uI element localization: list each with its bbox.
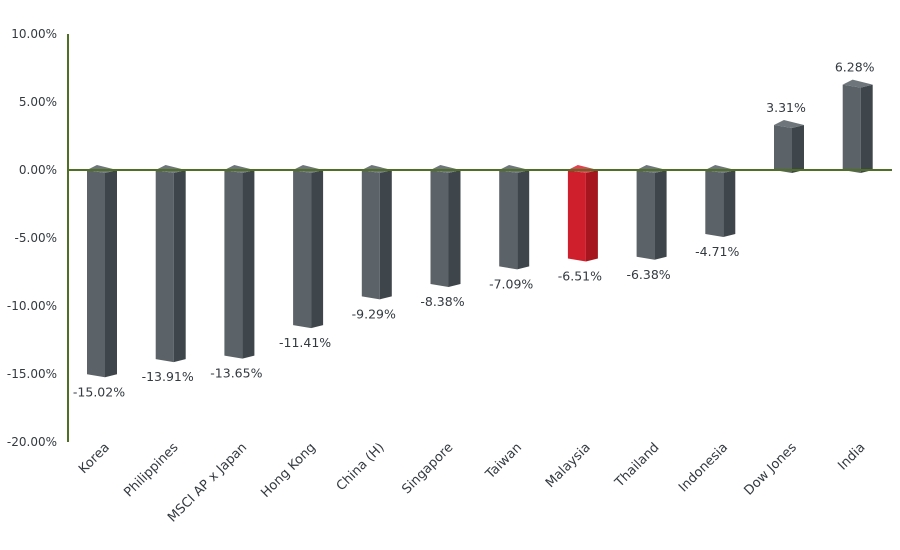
data-label: 3.31% bbox=[766, 100, 806, 115]
x-tick-label: Thailand bbox=[612, 440, 663, 491]
data-label: 6.28% bbox=[835, 60, 875, 75]
y-tick-label: 0.00% bbox=[19, 163, 57, 177]
bar-front-face bbox=[567, 170, 586, 262]
bar-singapore bbox=[430, 165, 461, 287]
bar-side-face bbox=[311, 170, 324, 329]
bar-side-face bbox=[173, 170, 186, 363]
data-label: -13.91% bbox=[142, 369, 194, 384]
y-tick-label: -15.00% bbox=[7, 367, 57, 381]
bar-side-face bbox=[517, 170, 530, 270]
bar-side-face bbox=[105, 170, 117, 378]
bar-top-face bbox=[774, 119, 804, 128]
bar-front-face bbox=[430, 170, 449, 287]
bar-top-face bbox=[842, 79, 873, 88]
x-tick-label: Singapore bbox=[399, 440, 456, 497]
x-tick-label: China (H) bbox=[334, 440, 388, 494]
bar-side-face bbox=[379, 170, 392, 300]
bar-side-face bbox=[585, 170, 598, 262]
data-labels: -15.02% -13.91% -13.65% -11.41% -9.29% -8.38%… bbox=[73, 60, 875, 400]
x-tick-label: Taiwan bbox=[482, 440, 525, 483]
y-tick-label: -20.00% bbox=[7, 435, 57, 449]
x-tick-label: India bbox=[835, 440, 868, 473]
bar-indonesia bbox=[705, 165, 736, 238]
x-tick-label: Philippines bbox=[121, 440, 181, 500]
bar-philippines bbox=[155, 165, 186, 363]
data-label: -15.02% bbox=[73, 384, 125, 399]
bar-front-face bbox=[293, 170, 312, 329]
data-label: -4.71% bbox=[695, 244, 739, 259]
bar-front-face bbox=[774, 124, 792, 173]
y-tick-label: -10.00% bbox=[7, 299, 57, 313]
x-tick-label: Korea bbox=[76, 440, 113, 477]
data-label: -7.09% bbox=[489, 276, 533, 291]
bar-side-face bbox=[242, 170, 255, 359]
y-axis: 10.00% 5.00% 0.00% -5.00% -10.00% -15.00% -20.… bbox=[7, 27, 69, 449]
x-tick-label: Indonesia bbox=[676, 440, 731, 495]
bar-malaysia bbox=[567, 165, 598, 262]
bar-korea bbox=[87, 165, 117, 378]
data-label: -6.38% bbox=[626, 267, 670, 282]
bar-front-face bbox=[87, 170, 105, 378]
bar-side-face bbox=[448, 170, 461, 287]
data-label: -13.65% bbox=[210, 366, 262, 381]
x-tick-label: Dow Jones bbox=[741, 440, 800, 499]
bar-front-face bbox=[224, 170, 243, 359]
bar-hong-kong bbox=[293, 165, 324, 329]
x-tick-label: Hong Kong bbox=[258, 440, 319, 501]
bar-front-face bbox=[155, 170, 174, 363]
bar-front-face bbox=[499, 170, 518, 270]
bar-side-face bbox=[860, 84, 873, 173]
y-tick-label: 5.00% bbox=[19, 95, 57, 109]
y-tick-label: 10.00% bbox=[11, 27, 57, 41]
bars bbox=[87, 79, 873, 378]
bar-front-face bbox=[636, 170, 655, 260]
bar-side-face bbox=[723, 170, 736, 238]
bar-front-face bbox=[705, 170, 724, 238]
bar-taiwan bbox=[499, 165, 530, 270]
data-label: -11.41% bbox=[279, 335, 331, 350]
bar-front-face bbox=[361, 170, 380, 300]
bar-front-face bbox=[842, 84, 861, 173]
y-tick-label: -5.00% bbox=[15, 231, 57, 245]
bar-side-face bbox=[792, 124, 804, 173]
data-label: -8.38% bbox=[420, 294, 464, 309]
bar-msci-ap-x-japan bbox=[224, 165, 255, 359]
bar-dow-jones bbox=[774, 119, 804, 173]
data-label: -9.29% bbox=[352, 306, 396, 321]
bar-india bbox=[842, 79, 873, 173]
bar-china-h bbox=[361, 165, 392, 300]
bar-thailand bbox=[636, 165, 667, 260]
x-tick-label: Malaysia bbox=[543, 440, 594, 491]
bar-side-face bbox=[654, 170, 667, 260]
data-label: -6.51% bbox=[558, 269, 602, 284]
